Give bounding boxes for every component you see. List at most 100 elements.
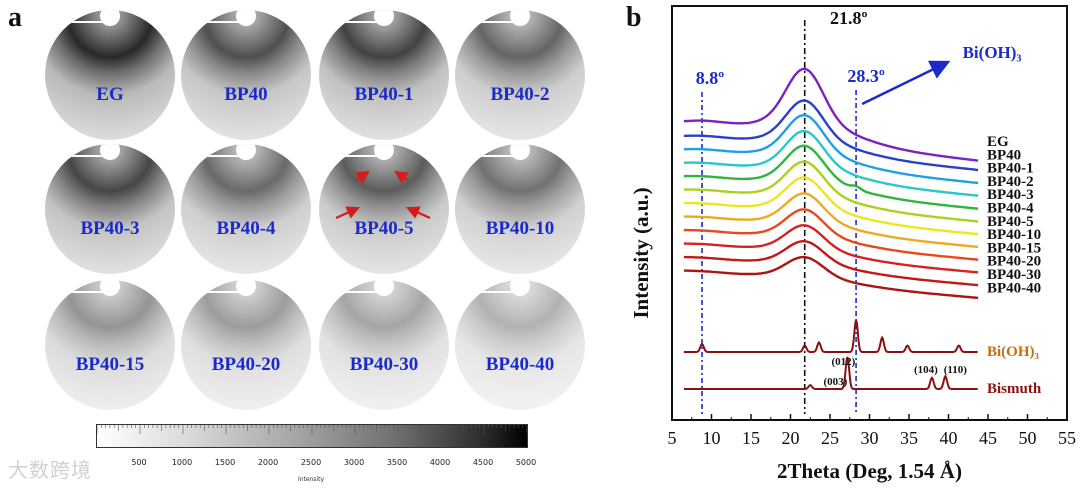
x-tick-label: 10	[703, 428, 721, 448]
series-line	[683, 208, 979, 261]
series-line	[683, 176, 979, 236]
disc-label: BP40-4	[216, 218, 276, 239]
diffraction-disc: BP40	[178, 10, 314, 140]
beamstop-arm	[475, 21, 515, 23]
series-label: BP40-1	[987, 161, 1034, 177]
panel-b-letter: b	[626, 2, 642, 33]
x-tick-label: 25	[821, 428, 839, 448]
hkl-label: (110)	[944, 364, 968, 376]
diffraction-disc: EG	[42, 10, 178, 140]
reference-line-label: 28.3º	[847, 66, 885, 86]
disc-label: BP40-10	[485, 218, 555, 239]
bioh3-arrow-label: Bi(OH)₃	[963, 43, 1022, 62]
reference-pattern-label: Bismuth	[987, 381, 1042, 397]
diffraction-disc: BP40-30	[316, 280, 452, 410]
red-arrows	[335, 170, 431, 220]
colorbar-tick-label: 2000	[257, 458, 279, 467]
hkl-label: (104)	[914, 364, 938, 376]
x-tick-label: 40	[940, 428, 958, 448]
series-label: BP40-3	[987, 187, 1034, 203]
panel-a-letter: a	[8, 2, 22, 33]
series-line	[683, 239, 979, 287]
xrd-chart: 5 10 15 20 25 30 35 40 45 50 55 2Theta (Deg, 1.54 Å…	[629, 5, 1076, 483]
reference-pattern-label: Bi(OH)₃	[987, 344, 1039, 360]
red-arrow	[394, 170, 409, 184]
disc-label: BP40-40	[485, 354, 555, 375]
beamstop-arm	[339, 291, 379, 293]
watermark-text: 大数跨境	[8, 458, 92, 482]
series-label: BP40-40	[987, 280, 1041, 296]
series-line	[683, 99, 979, 172]
beamstop-icon	[236, 280, 256, 296]
series-line	[683, 129, 979, 197]
colorbar-tick-label: 4500	[472, 458, 494, 467]
series-line	[683, 160, 979, 223]
disc-label: BP40-2	[490, 84, 550, 105]
series-label: BP40-20	[987, 254, 1041, 270]
x-tick-label: 35	[900, 428, 918, 448]
series-line	[683, 113, 979, 185]
series-line	[683, 224, 979, 274]
reference-line-label: 21.8º	[830, 8, 868, 28]
beamstop-icon	[374, 280, 394, 296]
reference-pattern-line	[683, 319, 978, 353]
x-axis-label: 2Theta (Deg, 1.54 Å)	[777, 459, 962, 483]
x-tick-label: 20	[782, 428, 800, 448]
beamstop-icon	[100, 144, 120, 160]
beamstop-arm	[475, 155, 515, 157]
beamstop-arm	[201, 155, 241, 157]
diffraction-disc: BP40-20	[178, 280, 314, 410]
colorbar-tick-label: 2500	[300, 458, 322, 467]
disc-label: EG	[96, 84, 124, 105]
colorbar-tick-label: 3500	[386, 458, 408, 467]
beamstop-icon	[510, 144, 530, 160]
diffraction-disc: BP40-3	[42, 144, 178, 274]
colorbar-tick-label: 3000	[343, 458, 365, 467]
series-label: BP40-15	[987, 240, 1041, 256]
colorbar-tick-label: 1000	[171, 458, 193, 467]
beamstop-icon	[236, 10, 256, 26]
colorbar-tick-label: 4000	[429, 458, 451, 467]
x-tick-label: 50	[1019, 428, 1037, 448]
beamstop-icon	[100, 10, 120, 26]
y-axis-label: Intensity (a.u.)	[629, 187, 653, 318]
diffraction-disc: BP40-5	[316, 144, 452, 274]
series-line	[683, 67, 979, 162]
series-line	[683, 192, 979, 249]
bioh3-arrow	[861, 60, 951, 106]
disc-label: BP40-1	[354, 84, 414, 105]
beamstop-icon	[374, 144, 394, 160]
series-line	[683, 144, 979, 210]
intensity-colorbar	[96, 424, 528, 448]
x-tick-label: 45	[979, 428, 997, 448]
disc-label: BP40-20	[211, 354, 281, 375]
series-label: BP40-2	[987, 174, 1034, 190]
series-label: EG	[987, 134, 1009, 150]
beamstop-icon	[510, 10, 530, 26]
x-tick-label: 15	[742, 428, 760, 448]
x-tick-label: 5	[668, 428, 677, 448]
series-label: BP40-30	[987, 267, 1041, 283]
diffraction-disc: BP40-1	[316, 10, 452, 140]
diffraction-disc: BP40-10	[452, 144, 588, 274]
x-tick-label: 55	[1058, 428, 1076, 448]
red-arrow	[335, 206, 361, 220]
beamstop-arm	[65, 155, 105, 157]
hkl-label: (012)	[831, 356, 855, 368]
beamstop-arm	[201, 21, 241, 23]
x-tick-label: 30	[861, 428, 879, 448]
red-arrow	[355, 170, 370, 184]
disc-label: BP40-30	[349, 354, 419, 375]
beamstop-arm	[65, 21, 105, 23]
disc-label: BP40	[224, 84, 268, 105]
red-arrow	[405, 206, 431, 220]
disc-label: BP40-3	[80, 218, 140, 239]
diffraction-disc: BP40-15	[42, 280, 178, 410]
colorbar-tick-label: 500	[131, 458, 147, 467]
beamstop-arm	[339, 155, 379, 157]
beamstop-icon	[100, 280, 120, 296]
reference-pattern-line	[683, 356, 978, 390]
disc-label: BP40-5	[354, 218, 414, 239]
hkl-label: (003)	[823, 376, 847, 388]
beamstop-icon	[374, 10, 394, 26]
